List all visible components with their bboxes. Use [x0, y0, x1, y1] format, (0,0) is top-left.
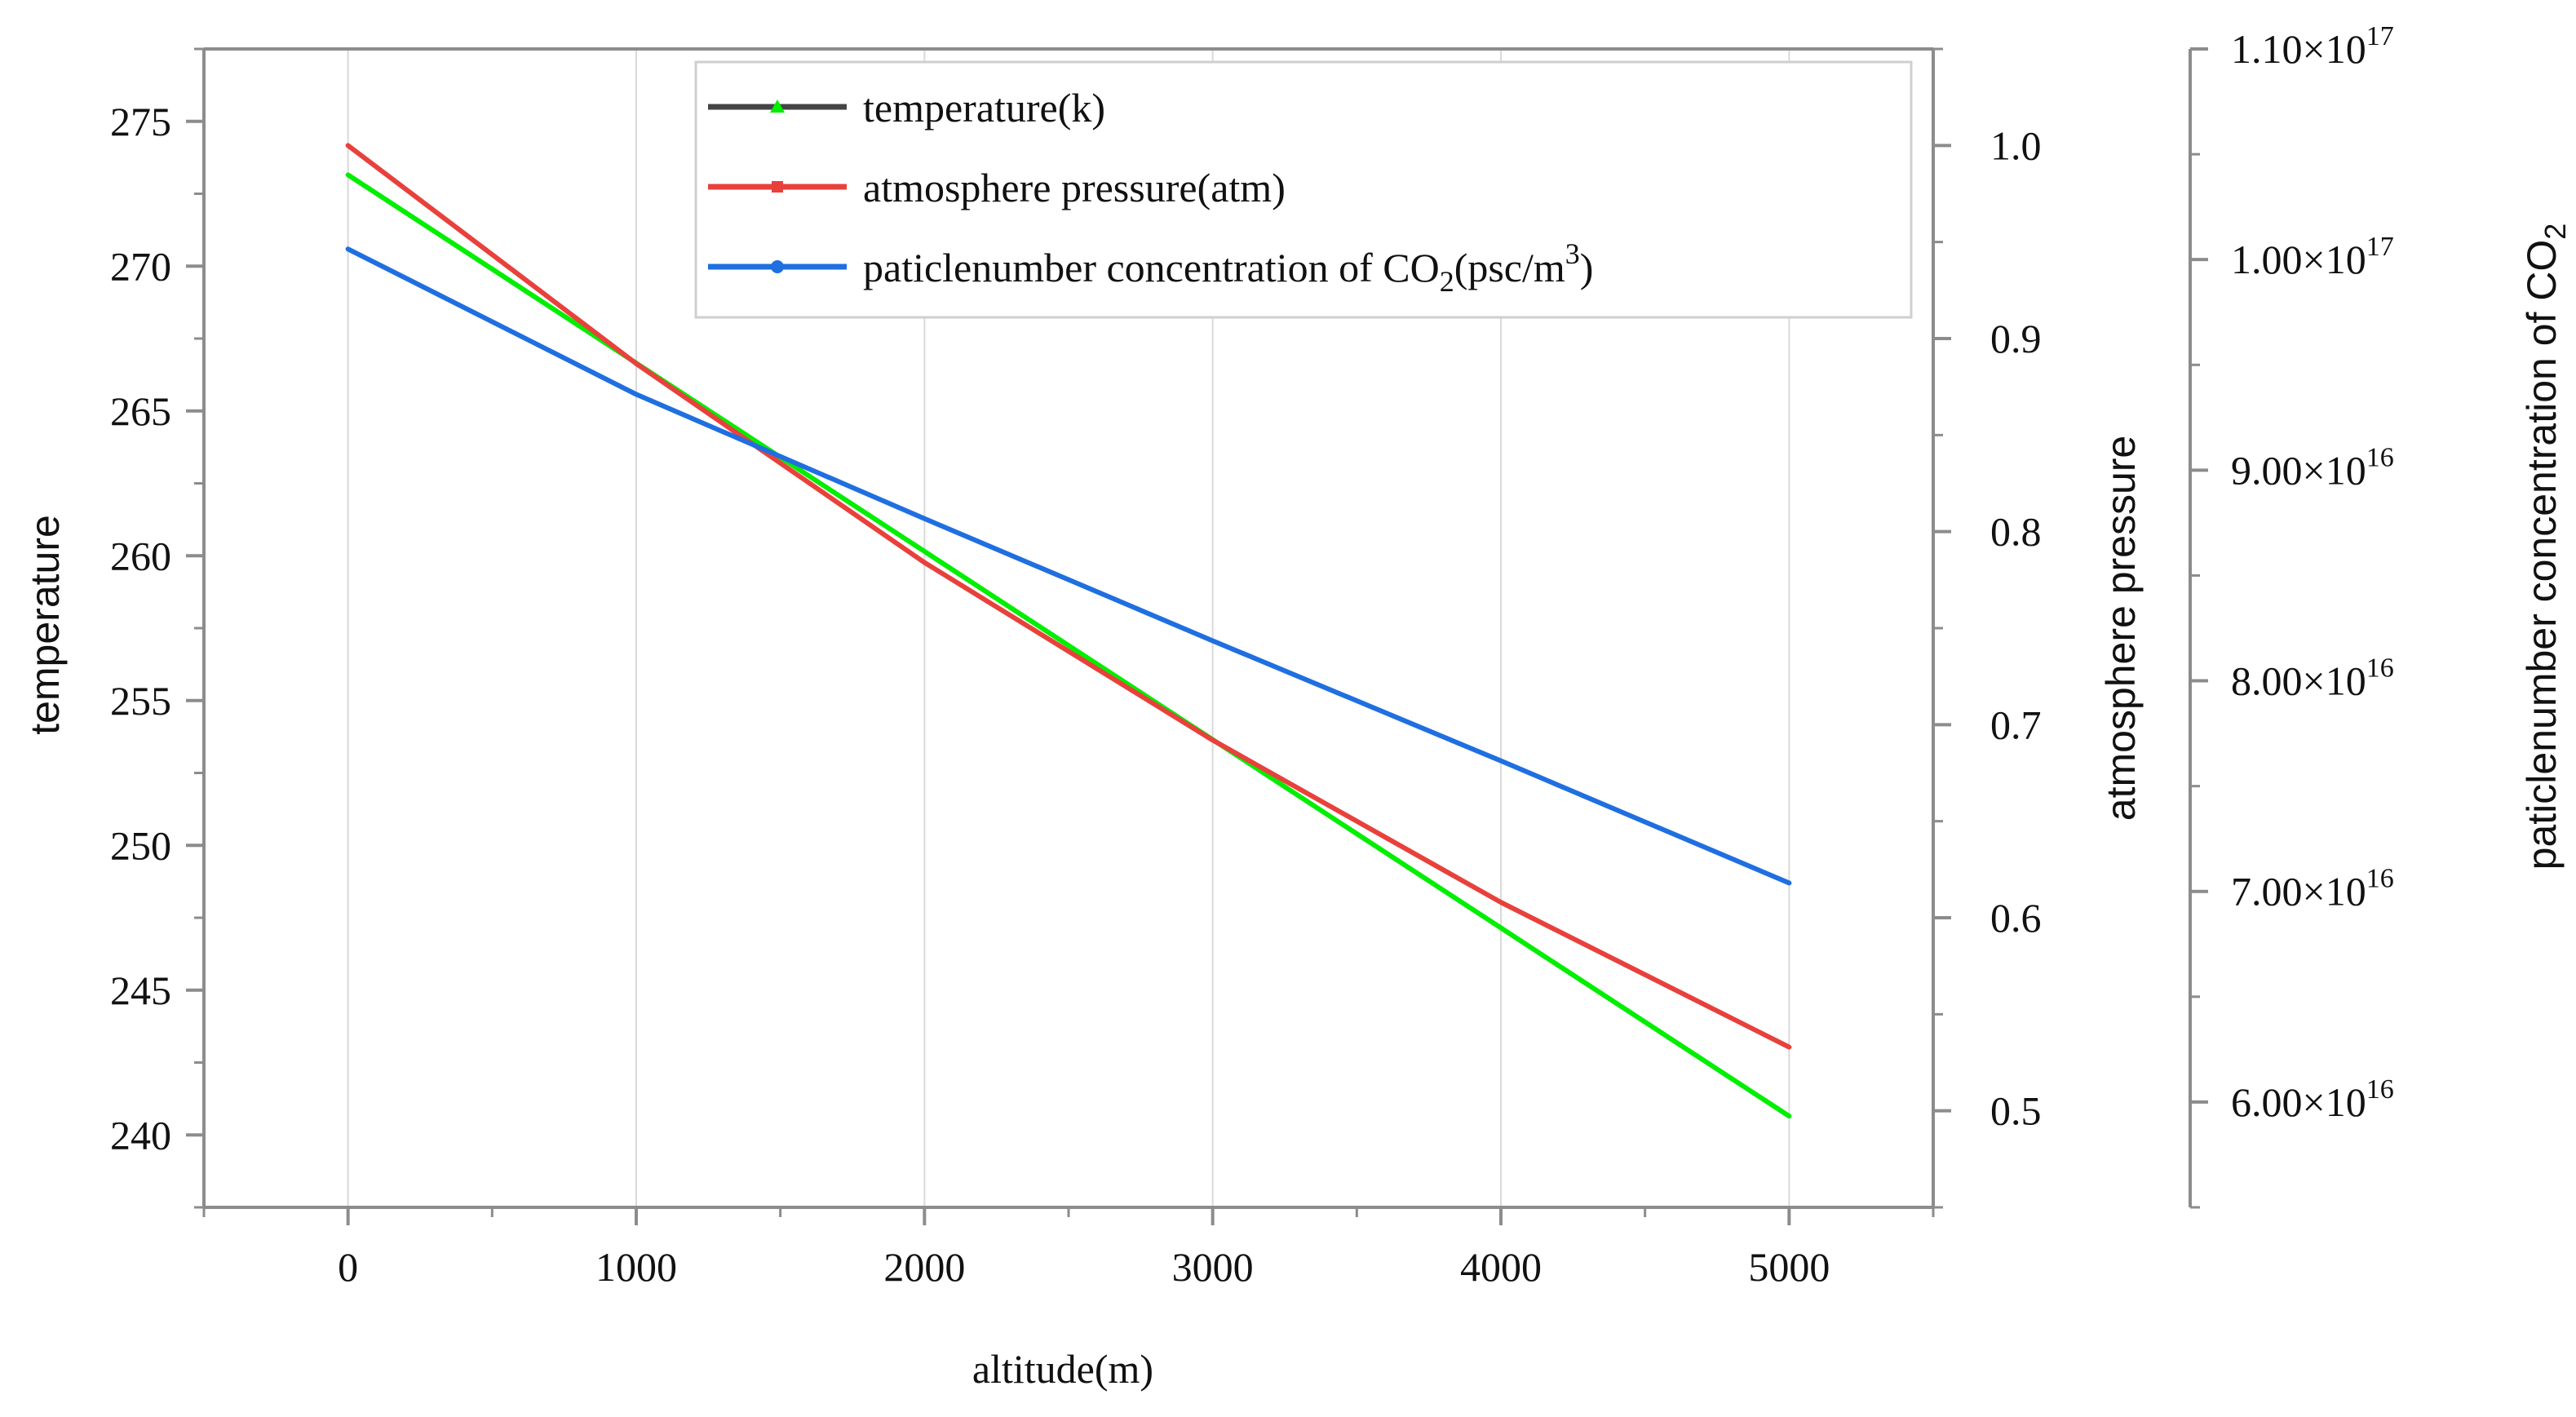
right2-tick-exponent: 17 [2366, 232, 2394, 262]
right2-tick-exponent: 16 [2366, 864, 2394, 894]
series-line-0 [345, 172, 1792, 1119]
right2-tick-label: 1.00×1017 [2231, 232, 2394, 282]
right2-axis-title: paticlenumber concentration of CO2 [2519, 224, 2572, 870]
legend-text-co2: paticlenumber concentration of CO2(psc/m… [863, 237, 1593, 298]
left-tick-label: 250 [110, 822, 171, 868]
right2-tick-exponent: 16 [2366, 1074, 2394, 1105]
right2-tick-mantissa: 7.00×10 [2231, 869, 2366, 914]
series-line-2 [345, 246, 1792, 886]
series-line-1 [345, 143, 1792, 1050]
series-group [345, 143, 1792, 1119]
x-tick-label: 0 [338, 1244, 358, 1290]
left-tick-label: 255 [110, 678, 171, 724]
right1-tick-label: 0.9 [1990, 316, 2042, 361]
right1-tick-label: 1.0 [1990, 122, 2042, 168]
x-tick-label: 5000 [1748, 1244, 1830, 1290]
right1-tick-label: 0.5 [1990, 1088, 2042, 1134]
x-tick-label: 1000 [595, 1244, 677, 1290]
right2-tick-exponent: 17 [2366, 21, 2394, 51]
right2-tick-exponent: 16 [2366, 442, 2394, 472]
right2-axis-title-main: paticlenumber concentration of CO [2519, 240, 2565, 870]
legend-text-co2-sup: 3 [1565, 237, 1580, 270]
x-tick-label: 3000 [1172, 1244, 1254, 1290]
right2-tick-label: 6.00×1016 [2231, 1074, 2394, 1125]
x-axis-title: altitude(m) [972, 1346, 1153, 1392]
right2-tick-label: 7.00×1016 [2231, 864, 2394, 914]
right2-tick-label: 9.00×1016 [2231, 442, 2394, 493]
legend-box [694, 60, 1913, 319]
labels: 0 1000 2000 3000 4000 5000 240 245 250 255 260 265 2… [110, 21, 2394, 1290]
legend-text-co2-sub: 2 [1440, 265, 1454, 298]
right1-axis-title: atmosphere pressure [2098, 436, 2144, 821]
legend-text-temperature: temperature(k) [863, 85, 1105, 131]
right2-tick-mantissa: 1.00×10 [2231, 237, 2366, 282]
right2-tick-label: 8.00×1016 [2231, 653, 2394, 704]
legend-marker-triangle [770, 100, 785, 113]
left-tick-label: 260 [110, 533, 171, 578]
left-tick-label: 265 [110, 388, 171, 434]
axes [186, 47, 2208, 1225]
right2-tick-mantissa: 6.00×10 [2231, 1079, 2366, 1125]
right2-tick-mantissa: 8.00×10 [2231, 658, 2366, 704]
left-tick-label: 270 [110, 243, 171, 289]
legend-text-co2-main: paticlenumber concentration of CO [863, 245, 1440, 290]
right2-tick-label: 1.10×1017 [2231, 21, 2394, 72]
left-tick-label: 245 [110, 968, 171, 1013]
right2-tick-exponent: 16 [2366, 653, 2394, 684]
right2-tick-mantissa: 9.00×10 [2231, 447, 2366, 493]
right2-axis-title-sub: 2 [2538, 224, 2572, 240]
right1-tick-label: 0.8 [1990, 509, 2042, 555]
right1-tick-label: 0.6 [1990, 895, 2042, 941]
legend-keys [708, 100, 847, 273]
right2-tick-mantissa: 1.10×10 [2231, 26, 2366, 72]
legend-text-co2-mid: (psc/m [1454, 245, 1565, 290]
x-tick-label: 2000 [883, 1244, 965, 1290]
legend-text-pressure: atmosphere pressure(atm) [863, 165, 1286, 210]
right1-tick-label: 0.7 [1990, 702, 2042, 747]
left-axis-title: temperature [22, 515, 68, 735]
left-tick-label: 275 [110, 99, 171, 144]
x-tick-label: 4000 [1460, 1244, 1542, 1290]
legend: temperature(k) atmosphere pressure(atm) … [694, 60, 1913, 319]
legend-marker-square [772, 181, 783, 193]
left-tick-label: 240 [110, 1112, 171, 1158]
legend-marker-circle [771, 260, 784, 273]
legend-text-co2-end: ) [1580, 245, 1594, 290]
